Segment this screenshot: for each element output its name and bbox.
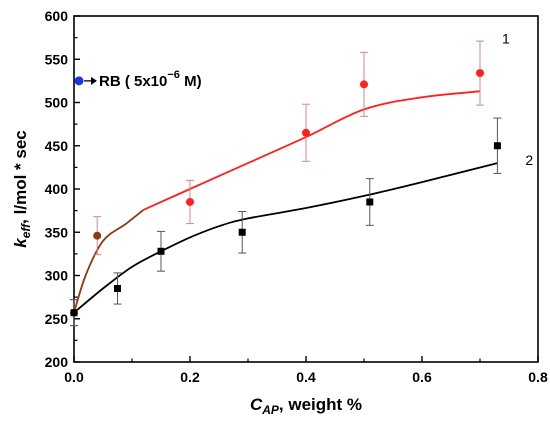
series-1-point: [186, 197, 194, 206]
y-tick-label: 200: [45, 354, 69, 370]
y-axis-title-main: k: [11, 237, 30, 248]
series-label-2: 2: [525, 152, 533, 168]
series-1-point: [360, 80, 368, 89]
y-tick-label: 450: [45, 138, 69, 154]
reference-label-suffix: M): [180, 73, 202, 90]
y-tick-label: 400: [45, 181, 69, 197]
series-2-point: [70, 309, 78, 317]
x-axis-title-rest: , weight %: [279, 395, 362, 414]
x-tick-label: 0.8: [528, 369, 548, 385]
series-2-point: [366, 198, 374, 206]
reference-point: [74, 76, 84, 86]
y-tick-label: 250: [45, 311, 69, 327]
series-2-point: [238, 228, 246, 236]
reference-label-exponent: −6: [167, 69, 180, 81]
x-tick-label: 0.0: [64, 369, 84, 385]
reference-arrow-head: [91, 76, 97, 85]
reference-label: RB ( 5x10−6 M): [99, 69, 202, 90]
y-axis-title-sub: eff: [19, 223, 33, 238]
y-tick-label: 350: [45, 224, 69, 240]
series-2-fit-curve: [73, 162, 498, 314]
x-tick-label: 0.2: [180, 369, 200, 385]
series-2-point: [157, 247, 165, 255]
series-2-point: [114, 284, 121, 292]
y-tick-label: 300: [45, 268, 69, 284]
y-axis-title-rest: , l/mol * sec: [11, 130, 30, 224]
y-tick-label: 600: [45, 8, 69, 24]
series-1-fit-curve: [143, 90, 481, 211]
series-label-1: 1: [502, 30, 510, 46]
reference-label-prefix: RB ( 5x10: [99, 73, 167, 90]
series-1-point: [93, 231, 102, 240]
series-1-point: [476, 69, 484, 78]
series-2-point: [493, 142, 501, 150]
series-1-point: [302, 128, 310, 137]
y-tick-label: 500: [45, 95, 69, 111]
x-axis-title: CAP, weight %: [250, 395, 362, 417]
series-1-fit-early-curve: [73, 209, 145, 313]
y-tick-label: 550: [45, 51, 69, 67]
x-tick-label: 0.4: [296, 369, 316, 385]
x-axis-title-sub: AP: [261, 403, 280, 417]
x-axis-title-main: C: [250, 395, 263, 414]
y-axis-title: keff, l/mol * sec: [11, 130, 33, 247]
x-tick-label: 0.6: [412, 369, 432, 385]
plot-frame: [73, 15, 539, 363]
